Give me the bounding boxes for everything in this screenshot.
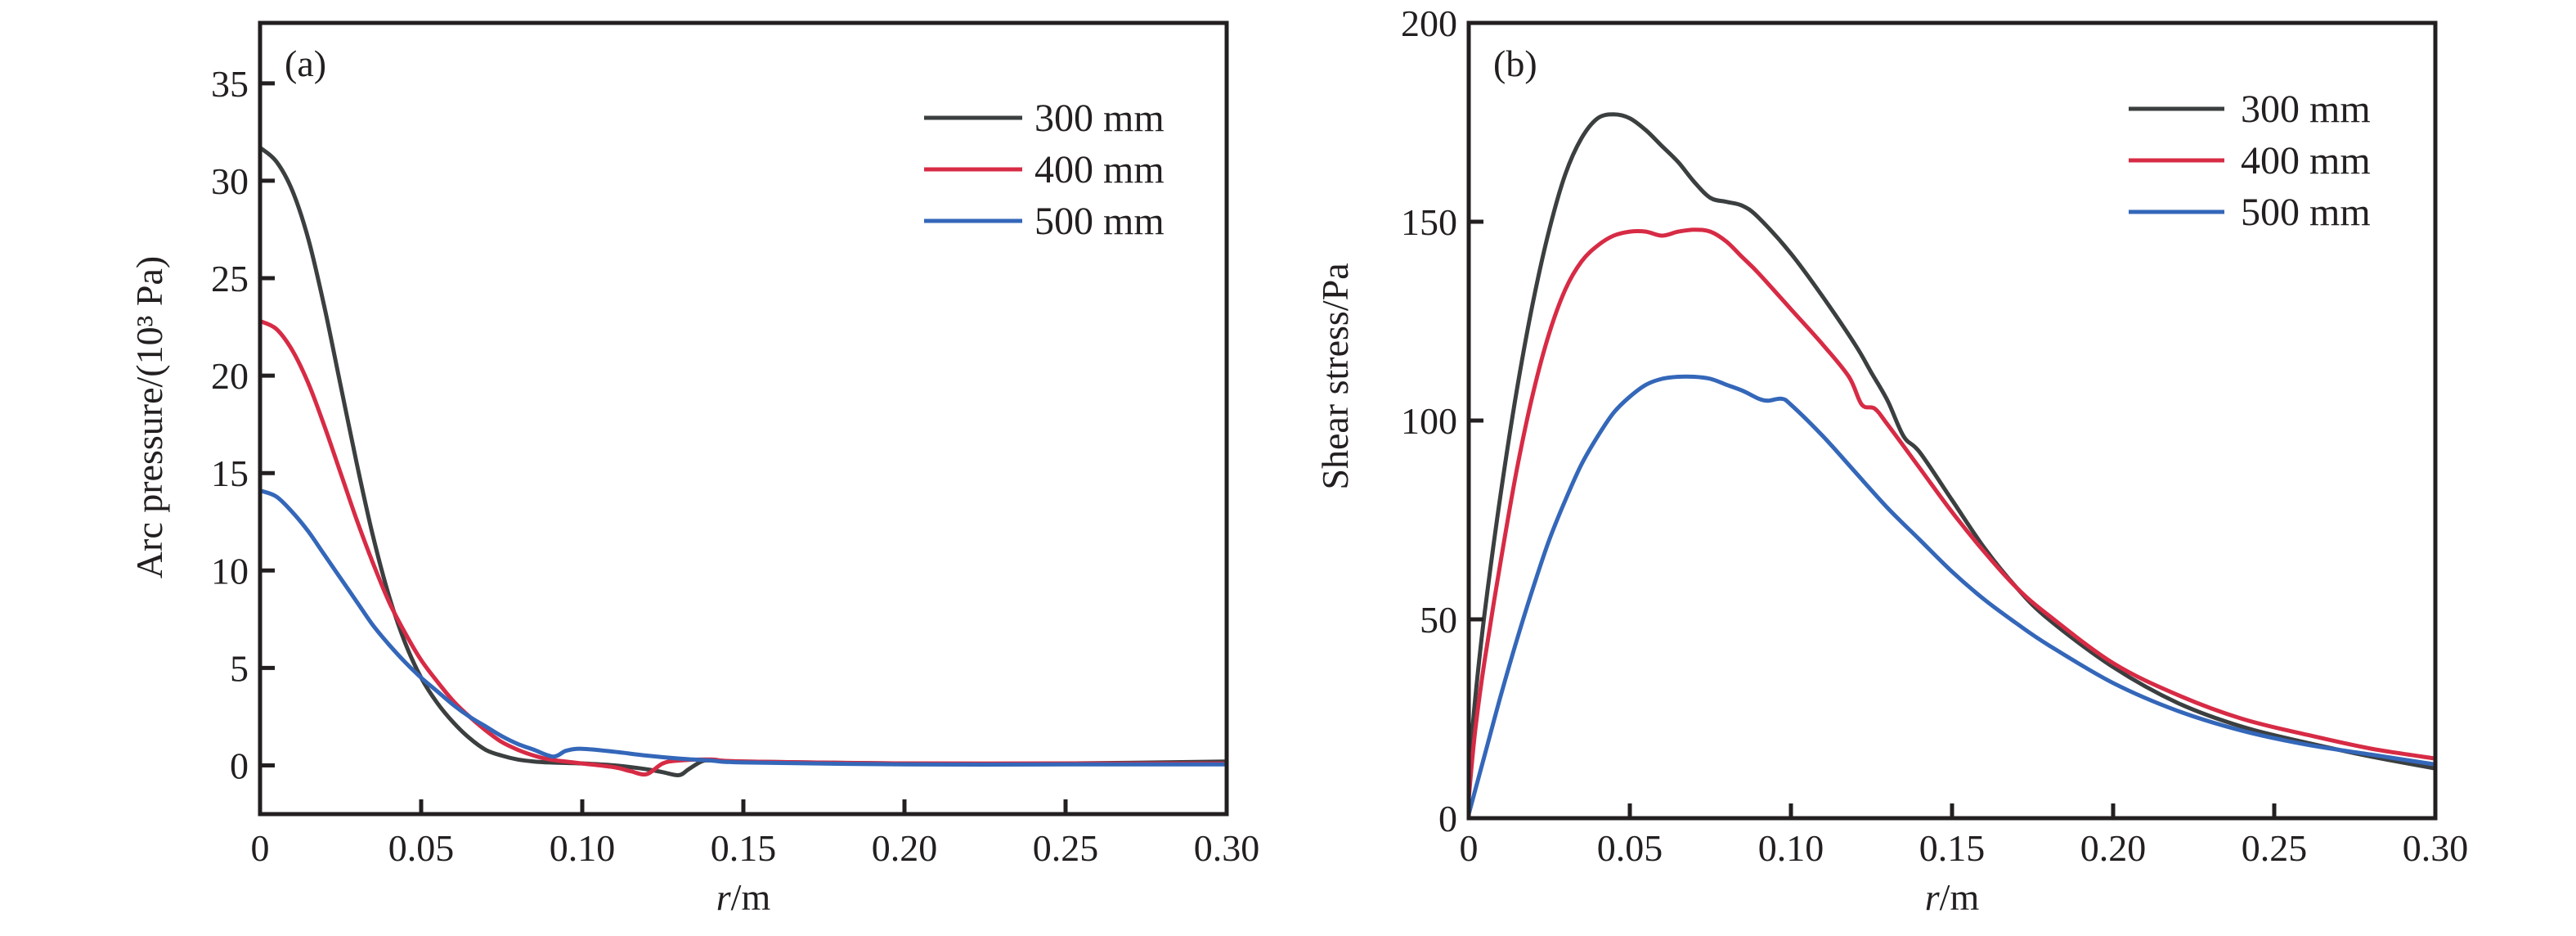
panel-a-x-axis-label-var: r (716, 876, 732, 918)
panel-a-y-axis-label: Arc pressure/(10³ Pa) (128, 256, 170, 578)
panel-a-series-500-mm-line (258, 488, 1229, 767)
panel-a-y-tick-label: 5 (230, 647, 249, 689)
panel-a-y-tick-label: 0 (230, 745, 249, 786)
panel-a-y-tick-label: 10 (211, 550, 249, 592)
panel-b-x-tick-label: 0.25 (2242, 827, 2308, 869)
panel-b-legend-label-300-mm: 300 mm (2241, 88, 2371, 131)
panel-b-series-400-mm-line (1466, 227, 2438, 801)
panel-b-x-axis-label-unit: /m (1940, 876, 1980, 918)
panel-a-x-tick-label: 0 (251, 827, 270, 869)
panel-a-curves (258, 145, 1229, 777)
panel-a-frame (258, 20, 1229, 817)
panel-a-x-tick-label: 0.15 (711, 827, 777, 869)
panel-a-x-ticks: 0 0.05 0.10 0.15 0.20 0.25 0.30 (251, 799, 1260, 869)
panel-b-legend-label-500-mm: 500 mm (2241, 191, 2371, 234)
panel-a-x-axis-label-unit: /m (731, 876, 771, 918)
panel-a-legend-label-500-mm: 500 mm (1034, 200, 1165, 243)
panel-a-series-400-mm-line (258, 318, 1229, 777)
panel-b-y-ticks: 0 50 100 150 200 (1401, 2, 1483, 839)
panel-b-x-tick-label: 0.30 (2403, 827, 2469, 869)
panel-b-x-axis-label: r/m (1925, 876, 1980, 918)
panel-a-y-tick-label: 20 (211, 355, 249, 397)
panel-b-series-500-mm-line (1466, 374, 2438, 817)
panel-b-x-axis-label-var: r (1925, 876, 1941, 918)
panel-a-y-ticks: 0 5 10 15 20 25 30 35 (211, 63, 275, 786)
panel-b-y-tick-label: 50 (1420, 599, 1457, 641)
panel-a-label: (a) (285, 43, 326, 84)
panel-a-legend-label-300-mm: 300 mm (1034, 97, 1165, 140)
panel-b-y-tick-label: 0 (1438, 798, 1457, 839)
panel-b-curves (1466, 112, 2438, 817)
panel-a-legend-label-400-mm: 400 mm (1034, 148, 1165, 191)
panel-a-x-tick-label: 0.20 (872, 827, 938, 869)
panel-b-legend: 300 mm 400 mm 500 mm (2129, 88, 2371, 234)
panel-a-x-tick-label: 0.30 (1194, 827, 1260, 869)
panel-b-x-tick-label: 0.15 (1919, 827, 1986, 869)
panel-a-arc-pressure: 0 0.05 0.10 0.15 0.20 0.25 0.30 0 5 10 15 20 25 30 35… (128, 20, 1260, 918)
panel-b-series-300-mm-line (1466, 112, 2438, 776)
panel-a-y-tick-label: 15 (211, 452, 249, 494)
panel-a-y-tick-label: 35 (211, 63, 249, 105)
panel-b-x-tick-label: 0.20 (2080, 827, 2147, 869)
panel-b-x-ticks: 0 0.05 0.10 0.15 0.20 0.25 0.30 (1460, 803, 2469, 869)
panel-b-x-tick-label: 0.10 (1758, 827, 1824, 869)
panel-b-y-tick-label: 150 (1401, 201, 1457, 243)
panel-b-legend-label-400-mm: 400 mm (2241, 139, 2371, 182)
panel-a-legend: 300 mm 400 mm 500 mm (924, 97, 1165, 243)
panel-a-y-tick-label: 30 (211, 160, 249, 202)
panel-a-x-tick-label: 0.05 (388, 827, 455, 869)
panel-a-x-tick-label: 0.25 (1033, 827, 1099, 869)
panel-b-shear-stress: 0 0.05 0.10 0.15 0.20 0.25 0.30 0 50 100 150 200 (… (1314, 2, 2468, 918)
panel-a-y-tick-label: 25 (211, 258, 249, 299)
panel-b-label: (b) (1493, 43, 1537, 84)
panel-a-x-tick-label: 0.10 (550, 827, 616, 869)
panel-a-x-axis-label: r/m (716, 876, 771, 918)
panel-b-y-axis-label: Shear stress/Pa (1314, 263, 1356, 489)
panel-b-x-tick-label: 0.05 (1597, 827, 1663, 869)
panel-b-y-tick-label: 100 (1401, 400, 1457, 442)
panel-b-x-tick-label: 0 (1460, 827, 1479, 869)
panel-b-y-tick-label: 200 (1401, 2, 1457, 44)
